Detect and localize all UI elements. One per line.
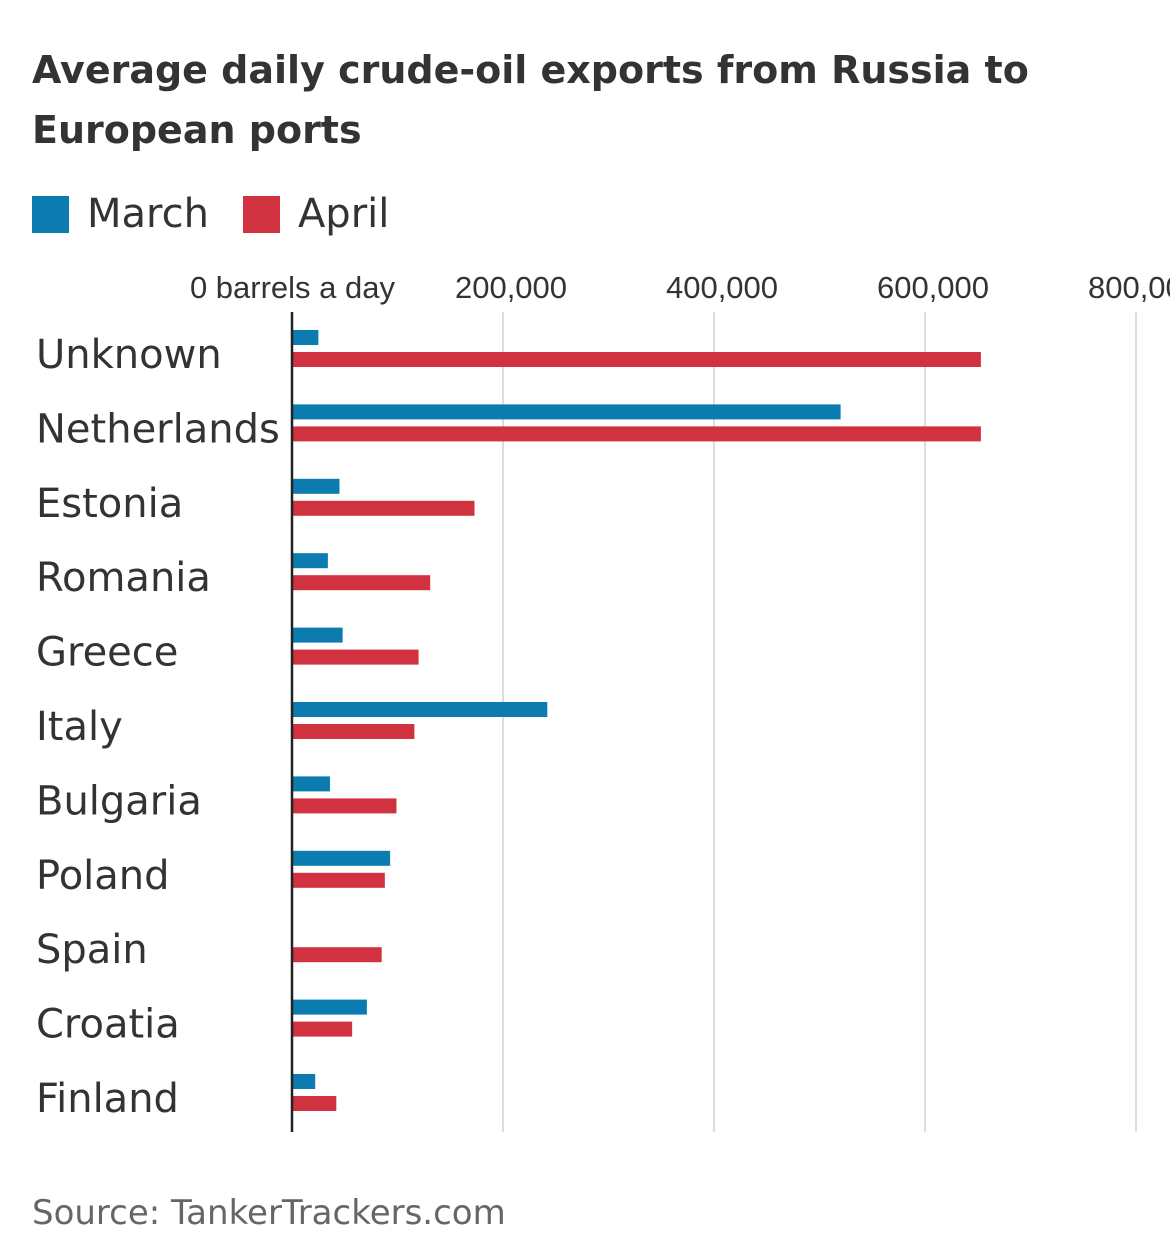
bar-march-poland bbox=[292, 850, 391, 866]
x-tick-label-3: 600,000 bbox=[877, 270, 989, 305]
bar-april-spain bbox=[292, 947, 382, 963]
legend-label-april: April bbox=[297, 191, 390, 237]
bar-march-estonia bbox=[292, 478, 340, 494]
category-label-3: Romania bbox=[36, 555, 211, 601]
bar-april-finland bbox=[292, 1096, 337, 1111]
bar-april-netherlands bbox=[292, 426, 981, 442]
category-label-5: Italy bbox=[36, 704, 123, 750]
legend-swatch-april bbox=[242, 195, 280, 233]
bar-march-greece bbox=[292, 627, 343, 643]
category-label-8: Spain bbox=[36, 927, 148, 973]
bar-march-romania bbox=[292, 553, 328, 569]
bar-april-bulgaria bbox=[292, 798, 397, 814]
category-label-1: Netherlands bbox=[36, 406, 280, 452]
bar-march-bulgaria bbox=[292, 776, 330, 792]
bar-april-poland bbox=[292, 872, 385, 888]
x-tick-label-2: 400,000 bbox=[666, 270, 778, 305]
category-label-9: Croatia bbox=[36, 1002, 180, 1048]
bar-april-unknown bbox=[292, 352, 981, 367]
chart-title: Average daily crude-oil exports from Rus… bbox=[32, 48, 1029, 152]
bar-march-finland bbox=[292, 1074, 316, 1089]
category-label-2: Estonia bbox=[36, 481, 183, 527]
legend: March April bbox=[32, 188, 423, 240]
legend-item-april: April bbox=[242, 191, 390, 237]
bar-april-greece bbox=[292, 649, 419, 665]
legend-label-march: March bbox=[87, 191, 209, 237]
bar-chart: 0 barrels a day 200,000 400,000 600,000 800,… bbox=[36, 270, 1170, 1132]
x-tick-label-4: 800,000 bbox=[1088, 270, 1170, 305]
category-label-0: Unknown bbox=[36, 332, 222, 378]
bar-march-croatia bbox=[292, 999, 367, 1015]
category-label-6: Bulgaria bbox=[36, 778, 202, 824]
category-label-10: Finland bbox=[36, 1076, 179, 1122]
bar-april-italy bbox=[292, 724, 415, 739]
x-tick-label-1: 200,000 bbox=[455, 270, 567, 305]
bar-march-unknown bbox=[292, 330, 319, 345]
category-label-4: Greece bbox=[36, 630, 178, 676]
source-note: Source: TankerTrackers.com bbox=[32, 1193, 506, 1233]
bar-april-estonia bbox=[292, 500, 475, 516]
legend-swatch-march bbox=[32, 195, 69, 233]
bar-march-netherlands bbox=[292, 404, 841, 420]
bar-march-italy bbox=[292, 702, 548, 717]
category-label-7: Poland bbox=[36, 853, 170, 899]
x-tick-label-0: 0 barrels a day bbox=[190, 270, 396, 305]
bar-april-croatia bbox=[292, 1021, 353, 1037]
legend-item-march: March bbox=[32, 191, 209, 237]
bar-april-romania bbox=[292, 575, 431, 591]
